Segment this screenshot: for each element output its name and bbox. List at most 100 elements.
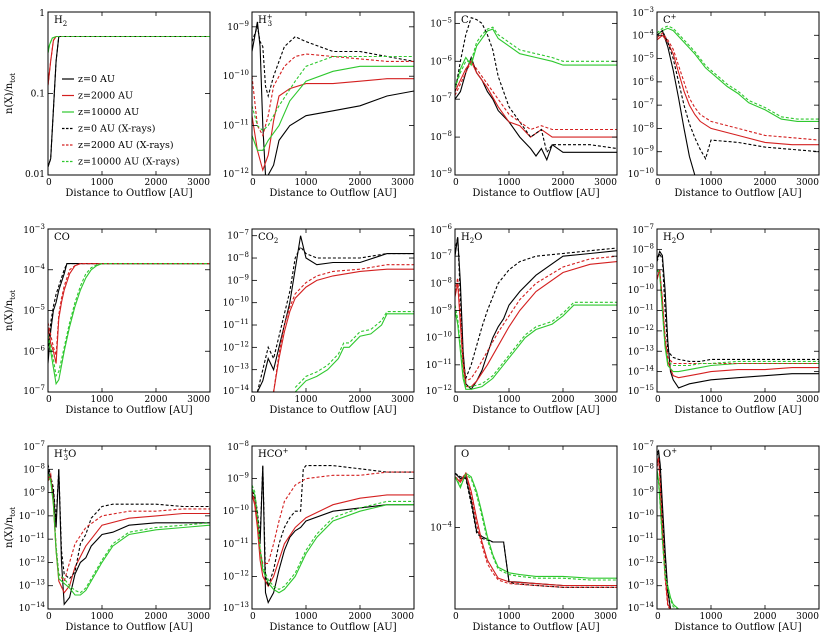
series-line <box>294 311 414 388</box>
y-tick-label: 10−12 <box>628 555 654 568</box>
x-axis-label: Distance to Outflow [AU] <box>269 622 396 633</box>
x-tick-label: 0 <box>46 178 52 188</box>
x-tick-label: 0 <box>46 612 52 622</box>
y-tick-label: 0.01 <box>25 170 45 180</box>
y-tick-label: 10−11 <box>19 532 45 545</box>
y-tick-label: 10−11 <box>223 318 249 331</box>
y-tick-label: 10−3 <box>23 223 45 236</box>
legend-entry: z=2000 AU <box>78 91 133 102</box>
x-tick-label: 3000 <box>594 612 617 622</box>
y-tick-label: 10−11 <box>628 532 654 545</box>
y-tick-label: 10−8 <box>227 251 249 264</box>
series-line <box>455 472 617 579</box>
y-tick-label: 10−10 <box>628 167 654 180</box>
series-line <box>455 28 617 88</box>
x-tick-label: 1000 <box>295 178 318 188</box>
x-tick-label: 0 <box>453 612 459 622</box>
legend-entry: z=10000 AU (X-rays) <box>78 157 180 168</box>
y-tick-label: 10−10 <box>628 509 654 522</box>
y-tick-label: 10−13 <box>223 601 249 614</box>
y-tick-label: 10−12 <box>426 384 452 397</box>
x-axis-label: Distance to Outflow [AU] <box>65 405 192 416</box>
panel-8: 0 1000 2000 3000 10−15 10−14 10−13 10−12 10−11 10… <box>628 223 820 416</box>
x-tick-label: 1000 <box>295 612 318 622</box>
series-line <box>48 35 210 86</box>
y-tick-label: 10−9 <box>227 20 249 33</box>
y-tick-label: 10−7 <box>227 229 249 242</box>
panel-10: 0 1000 2000 3000 10−13 10−12 10−11 10−10 10−9 10−… <box>223 440 415 633</box>
series-line <box>48 35 210 53</box>
y-tick-label: 10−10 <box>19 509 45 522</box>
x-tick-label: 0 <box>453 395 459 405</box>
x-tick-label: 0 <box>655 612 661 622</box>
legend-entry: z=0 AU <box>78 74 115 85</box>
series-line <box>256 245 414 392</box>
x-axis-label: Distance to Outflow [AU] <box>472 622 599 633</box>
x-tick-label: 1000 <box>295 395 318 405</box>
y-tick-label: 10−12 <box>19 555 45 568</box>
x-tick-label: 1000 <box>91 178 114 188</box>
series-line <box>455 304 617 390</box>
x-tick-label: 3000 <box>594 178 617 188</box>
series-line <box>48 464 210 580</box>
series-line <box>455 474 617 581</box>
plot-frame <box>47 445 211 610</box>
panel-title: HCO+ <box>258 447 289 460</box>
plot-frame <box>251 445 415 610</box>
y-tick-label: 10−7 <box>430 92 452 105</box>
plot-frame <box>251 11 415 176</box>
series-line <box>657 459 674 609</box>
x-tick-label: 1000 <box>91 612 114 622</box>
series-line <box>252 465 414 604</box>
series-line <box>657 251 819 362</box>
series-line <box>657 471 684 609</box>
series-line <box>455 471 617 587</box>
y-tick-label: 10−4 <box>430 521 452 534</box>
x-tick-label: 1000 <box>700 178 723 188</box>
series-line <box>48 263 210 378</box>
series-line <box>48 469 210 606</box>
x-tick-label: 0 <box>46 395 52 405</box>
x-tick-label: 1000 <box>498 178 521 188</box>
x-axis-label: Distance to Outflow [AU] <box>65 188 192 199</box>
series-line <box>455 255 617 382</box>
series-line <box>252 484 414 591</box>
x-tick-label: 0 <box>250 178 256 188</box>
series-line <box>252 471 414 564</box>
panel-11: 0 1000 2000 3000 10−4 O Distance to Outflow [A… <box>430 445 618 633</box>
series-line <box>252 65 414 151</box>
series-line <box>294 313 414 392</box>
x-axis-label: Distance to Outflow [AU] <box>674 622 801 633</box>
y-tick-label: 10−7 <box>23 384 45 397</box>
y-tick-label: 10−8 <box>23 462 45 475</box>
y-tick-label: 10−6 <box>632 75 654 88</box>
x-tick-label: 0 <box>655 178 661 188</box>
y-tick-label: 10−9 <box>227 273 249 286</box>
x-tick-label: 2000 <box>349 178 372 188</box>
series-line <box>252 21 414 175</box>
series-line <box>657 451 674 609</box>
x-tick-label: 3000 <box>594 395 617 405</box>
y-tick-label: 10−8 <box>430 130 452 143</box>
panel-title: H2O <box>663 232 684 245</box>
series-line <box>48 263 210 352</box>
series-line <box>48 263 210 356</box>
x-tick-label: 2000 <box>349 612 372 622</box>
series-line <box>657 29 819 161</box>
series-line <box>48 263 210 364</box>
x-tick-label: 2000 <box>754 178 777 188</box>
y-tick-label: 10−15 <box>628 384 654 397</box>
series-line <box>455 60 617 131</box>
series-line <box>455 26 617 88</box>
series-line <box>657 29 819 175</box>
series-line <box>657 269 819 367</box>
series-line <box>455 261 617 388</box>
y-tick-label: 10−10 <box>223 69 249 82</box>
y-axis-label: n(X)/ntot <box>4 73 17 114</box>
x-tick-label: 3000 <box>796 178 819 188</box>
series-line <box>273 268 414 392</box>
x-axis-label: Distance to Outflow [AU] <box>472 405 599 416</box>
x-tick-label: 2000 <box>754 612 777 622</box>
y-tick-label: 10−7 <box>23 440 45 453</box>
